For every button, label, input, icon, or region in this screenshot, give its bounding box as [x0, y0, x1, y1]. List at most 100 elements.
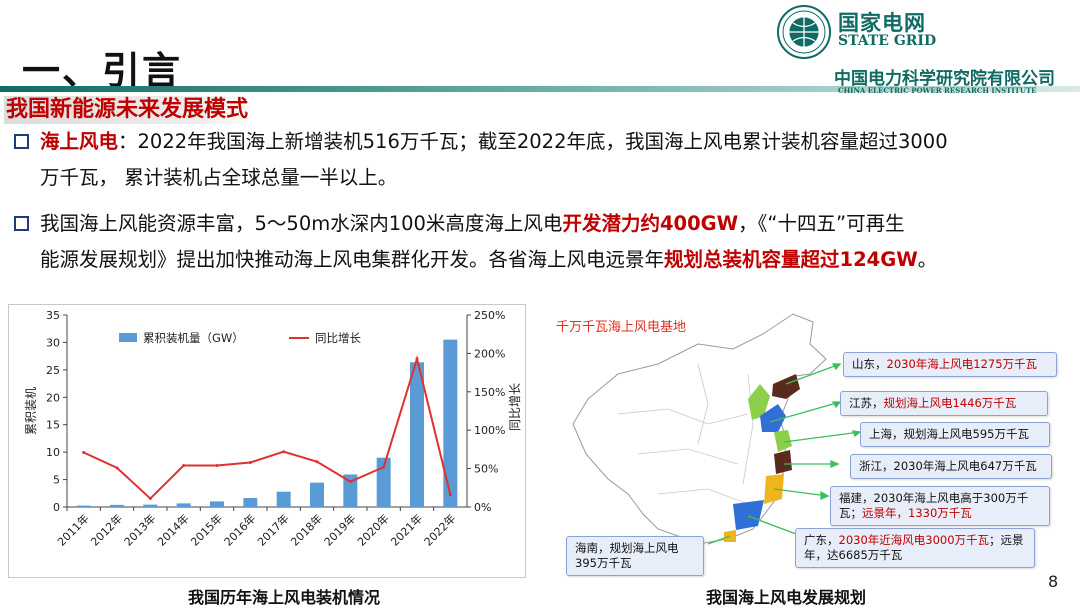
china-map-svg	[572, 313, 862, 545]
callout-highlight: 规划海上风电1446万千瓦	[883, 396, 1017, 410]
bullet-square-icon	[14, 216, 29, 231]
bullet-line: ，《“十四五”可再生	[738, 212, 905, 235]
callout-text: 上海，规划海上风电595万千瓦	[869, 427, 1029, 441]
callout-highlight: 远景年，1330万千瓦	[862, 506, 972, 520]
institute-name-cn: 中国电力科学研究院有限公司	[834, 69, 1055, 89]
bullet-line: 我国海上风能资源丰富，5～50m水深内100米高度海上风电	[40, 212, 563, 235]
institute-name-en: CHINA ELECTRIC POWER RESEARCH INSTITUTE	[838, 86, 1037, 95]
bullet-line: 万千瓦， 累计装机占全球总量一半以上。	[40, 166, 398, 189]
bullet-line: ：2022年我国海上新增装机516万千瓦；截至2022年底，我国海上风电累计装机…	[118, 130, 948, 153]
callout-text: 江苏，	[849, 396, 884, 410]
y-tick-label-left: 25	[46, 364, 60, 377]
y-axis-title-right: 同比增长	[508, 383, 522, 431]
callout-fujian: 福建，2030年海上风电高于300万千瓦；远景年，1330万千瓦	[830, 486, 1050, 526]
y-tick-label-left: 30	[46, 336, 60, 349]
bar-2018年	[310, 482, 324, 507]
x-tick-label: 2022年	[421, 511, 458, 548]
x-tick-label: 2013年	[121, 511, 158, 548]
callout-text: 山东，	[852, 357, 887, 371]
bar-2019年	[343, 474, 358, 507]
province-shandong	[772, 374, 800, 399]
callout-text: ；远景年，达6685万千瓦	[804, 533, 1024, 562]
state-grid-logo: 国家电网 STATE GRID 中国电力科学研究院有限公司 CHINA ELEC…	[776, 4, 1076, 95]
bullet-line: 能源发展规划》提出加快推动海上风电集群化开发。各省海上风电远景年	[40, 248, 665, 271]
y-tick-label-left: 10	[46, 446, 60, 459]
growth-point-2013年	[148, 497, 152, 501]
legend-swatch-bar	[119, 333, 137, 342]
china-outline	[572, 313, 827, 545]
x-tick-label: 2011年	[54, 511, 91, 548]
bar-2011年	[76, 505, 91, 507]
y-tick-label-right: 0%	[474, 501, 491, 514]
callout-shandong: 山东，2030年海上风电1275万千瓦	[843, 352, 1057, 377]
bar-2016年	[243, 498, 258, 507]
growth-point-2015年	[215, 464, 219, 468]
y-tick-label-left: 35	[46, 309, 60, 322]
callout-zhejiang: 浙江，2030年海上风电647万千瓦	[850, 454, 1052, 479]
bar-2017年	[276, 491, 291, 507]
callout-hainan: 海南，规划海上风电395万千瓦	[566, 536, 704, 576]
callout-text: 浙江，2030年海上风电647万千瓦	[859, 459, 1037, 473]
growth-point-2018年	[315, 460, 319, 464]
growth-point-2019年	[348, 480, 352, 484]
province-jiangsu	[760, 404, 786, 432]
capacity-chart-svg: 0 5 10 15 20 25 30 35 0% 50% 100% 150% 200% 250% 累积装机 同…	[24, 309, 522, 549]
province-shanghai-green	[774, 430, 792, 452]
logo-name-en: STATE GRID	[838, 33, 937, 49]
china-map	[548, 304, 1058, 579]
callout-text: 广东，	[804, 533, 839, 547]
growth-point-2012年	[115, 466, 119, 470]
bar-2020年	[376, 457, 391, 507]
chart-caption: 我国历年海上风电装机情况	[188, 588, 381, 607]
bullet-highlight: 规划总装机容量超过124GW	[664, 248, 918, 271]
bullet-highlight: 海上风电	[40, 130, 119, 153]
bar-2014年	[176, 503, 191, 507]
growth-point-2021年	[415, 357, 419, 361]
growth-point-2011年	[82, 450, 86, 454]
x-tick-label: 2015年	[188, 511, 225, 548]
map-caption: 我国海上风电发展规划	[706, 588, 867, 607]
bar-2012年	[110, 504, 124, 507]
y-tick-label-left: 20	[46, 391, 60, 404]
x-tick-label: 2012年	[88, 511, 125, 548]
y-tick-label-right: 250%	[474, 309, 505, 322]
bullet-text: 我国海上风能资源丰富，5～50m水深内100米高度海上风电开发潜力约400GW，…	[40, 206, 1080, 278]
x-tick-label: 2019年	[321, 511, 358, 548]
section-subtitle: 我国新能源未来发展模式	[4, 96, 257, 124]
bullet-line: 。	[917, 248, 938, 271]
growth-line	[83, 355, 452, 500]
y-tick-label-right: 100%	[474, 424, 505, 437]
slide-title: 一、引言	[22, 49, 183, 93]
logo-name-cn: 国家电网	[838, 11, 926, 35]
bar-2015年	[210, 501, 224, 507]
growth-point-2017年	[282, 450, 286, 454]
bar-2013年	[143, 504, 158, 507]
bar-2021年	[410, 362, 424, 507]
growth-point-2022年	[448, 493, 452, 497]
legend-label-bar: 累积装机量（GW）	[143, 331, 244, 345]
bullet-text: 海上风电：2022年我国海上新增装机516万千瓦；截至2022年底，我国海上风电…	[40, 124, 1080, 196]
y-tick-label-left: 0	[53, 501, 60, 514]
x-tick-label: 2014年	[154, 511, 191, 548]
callout-highlight: 2030年海上风电1275万千瓦	[886, 357, 1038, 371]
growth-point-2016年	[248, 460, 252, 464]
bullet-highlight: 开发潜力约400GW	[562, 212, 739, 235]
y-axis-title-left: 累积装机	[24, 387, 38, 435]
y-tick-label-left: 5	[53, 474, 60, 487]
map-title: 千万千瓦海上风电基地	[556, 320, 687, 335]
y-tick-label-right: 150%	[474, 386, 505, 399]
y-tick-label-right: 200%	[474, 347, 505, 360]
province-hebei-green	[748, 384, 770, 420]
bar-2022年	[443, 339, 458, 507]
growth-point-2020年	[382, 465, 386, 469]
title-divider	[0, 86, 1080, 92]
callout-highlight: 2030年近海风电3000万千瓦	[838, 533, 990, 547]
province-guangdong	[733, 500, 764, 530]
callout-text: 海南，规划海上风电395万千瓦	[575, 541, 679, 570]
x-tick-label: 2018年	[288, 511, 325, 548]
callout-guangdong: 广东，2030年近海风电3000万千瓦；远景年，达6685万千瓦	[795, 528, 1035, 568]
callout-jiangsu: 江苏，规划海上风电1446万千瓦	[840, 391, 1048, 416]
state-grid-emblem-icon	[777, 5, 831, 59]
x-tick-label: 2021年	[388, 511, 425, 548]
callout-text: 福建，2030年海上风电高于300万千瓦；	[839, 491, 1029, 520]
